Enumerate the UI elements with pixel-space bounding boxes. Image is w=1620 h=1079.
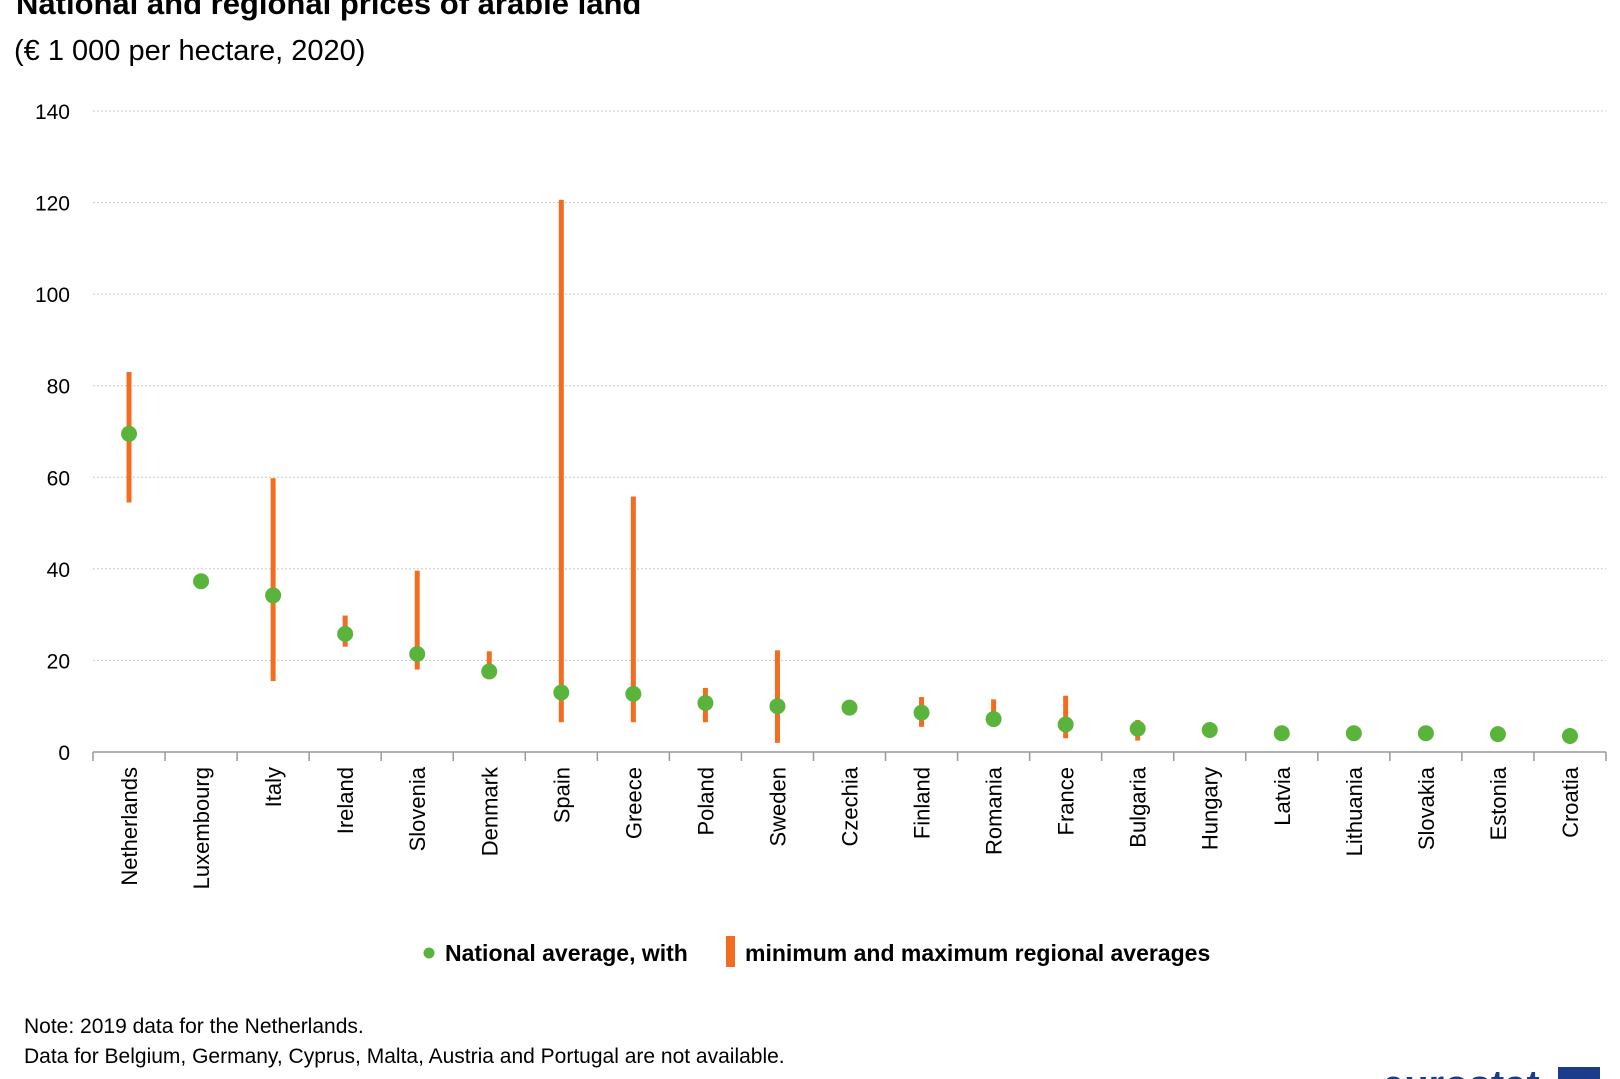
x-tick-label: Ireland xyxy=(333,767,358,834)
x-tick-label: Sweden xyxy=(765,767,790,847)
x-tick-label: Denmark xyxy=(477,766,502,856)
x-tick-label: Spain xyxy=(549,767,574,823)
eurostat-logo: eurostat xyxy=(1382,1063,1600,1079)
average-point xyxy=(1345,725,1362,742)
x-tick-label: Luxembourg xyxy=(189,767,214,889)
range-bar xyxy=(558,199,564,723)
x-tick-label: Slovakia xyxy=(1414,766,1439,850)
chart-subtitle: (€ 1 000 per hectare, 2020) xyxy=(14,35,365,67)
average-point xyxy=(193,573,210,590)
x-tick-label: Netherlands xyxy=(117,767,142,886)
legend-range-marker xyxy=(726,936,735,967)
average-point xyxy=(1561,727,1578,744)
legend: National average, with minimum and maxim… xyxy=(423,936,1210,967)
y-tick-label: 140 xyxy=(35,101,70,124)
average-point xyxy=(1129,720,1146,737)
x-tick-label: Romania xyxy=(982,766,1007,855)
y-tick-label: 120 xyxy=(35,193,70,216)
average-point xyxy=(769,698,786,715)
average-point xyxy=(913,704,930,721)
eu-flag-icon xyxy=(1558,1067,1600,1079)
x-tick-label: Italy xyxy=(261,767,286,807)
y-axis: 0 20 40 60 80 100 120 140 xyxy=(35,101,70,765)
average-points xyxy=(121,425,1578,744)
x-tick-label: Hungary xyxy=(1198,767,1223,850)
x-tick-label: Greece xyxy=(621,767,646,839)
range-bar xyxy=(630,496,636,723)
x-axis: Netherlands Luxembourg Italy Ireland Sloveni… xyxy=(92,751,1607,889)
y-tick-label: 100 xyxy=(35,284,70,307)
x-tick-label: Latvia xyxy=(1270,766,1295,825)
average-point xyxy=(409,646,426,663)
x-tick-label: Poland xyxy=(693,767,718,836)
x-tick-label: Czechia xyxy=(838,766,863,846)
average-point xyxy=(1273,725,1290,742)
average-point xyxy=(553,684,570,701)
range-bars xyxy=(126,199,1141,743)
y-tick-label: 80 xyxy=(47,376,70,399)
x-tick-label: France xyxy=(1054,767,1079,835)
y-tick-label: 40 xyxy=(47,559,70,582)
average-point xyxy=(697,695,714,712)
y-tick-label: 0 xyxy=(58,742,70,765)
average-point xyxy=(985,711,1002,728)
average-point xyxy=(841,699,858,716)
y-tick-label: 60 xyxy=(47,467,70,490)
average-point xyxy=(265,587,282,604)
range-bar xyxy=(486,651,492,675)
average-point xyxy=(1417,725,1434,742)
legend-range-label: minimum and maximum regional averages xyxy=(745,940,1210,966)
average-point xyxy=(1489,726,1506,743)
average-point xyxy=(1057,716,1074,733)
logo-text: eurostat xyxy=(1382,1063,1540,1079)
chart-title: National and regional prices of arable l… xyxy=(16,0,641,21)
average-point xyxy=(337,625,354,642)
x-tick-label: Croatia xyxy=(1558,766,1583,838)
x-tick-label: Bulgaria xyxy=(1126,766,1151,847)
average-point xyxy=(1201,722,1218,739)
legend-average-marker xyxy=(423,947,435,959)
x-tick-label: Finland xyxy=(910,767,935,839)
note-line-2: Data for Belgium, Germany, Cyprus, Malta… xyxy=(24,1045,785,1068)
x-tick-label: Slovenia xyxy=(405,766,430,851)
average-point xyxy=(625,685,642,702)
legend-average-label: National average, with xyxy=(445,940,688,966)
note-line-1: Note: 2019 data for the Netherlands. xyxy=(24,1015,364,1038)
range-bar xyxy=(414,570,420,670)
average-point xyxy=(121,425,138,442)
range-bar xyxy=(774,650,780,743)
gridlines xyxy=(93,110,1606,661)
average-point xyxy=(481,663,498,680)
x-tick-label: Estonia xyxy=(1486,766,1511,840)
x-tick-label: Lithuania xyxy=(1342,766,1367,856)
range-bar xyxy=(270,478,276,682)
y-tick-label: 20 xyxy=(47,650,70,673)
